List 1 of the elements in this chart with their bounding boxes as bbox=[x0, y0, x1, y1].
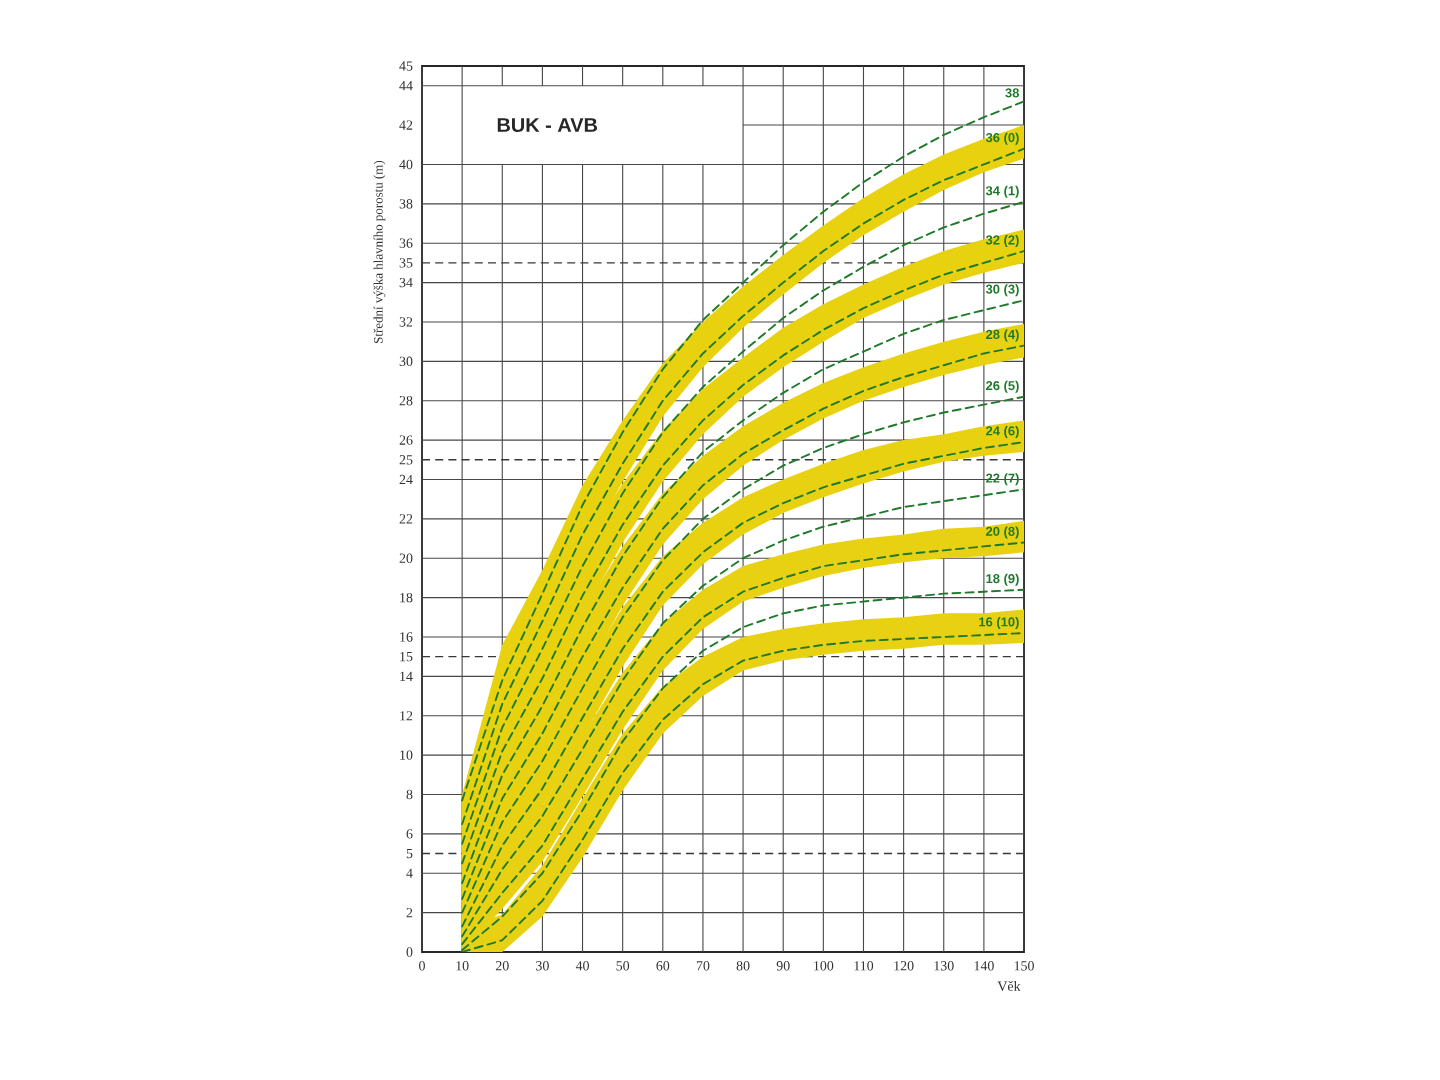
text: BUK - AVB bbox=[497, 118, 598, 133]
